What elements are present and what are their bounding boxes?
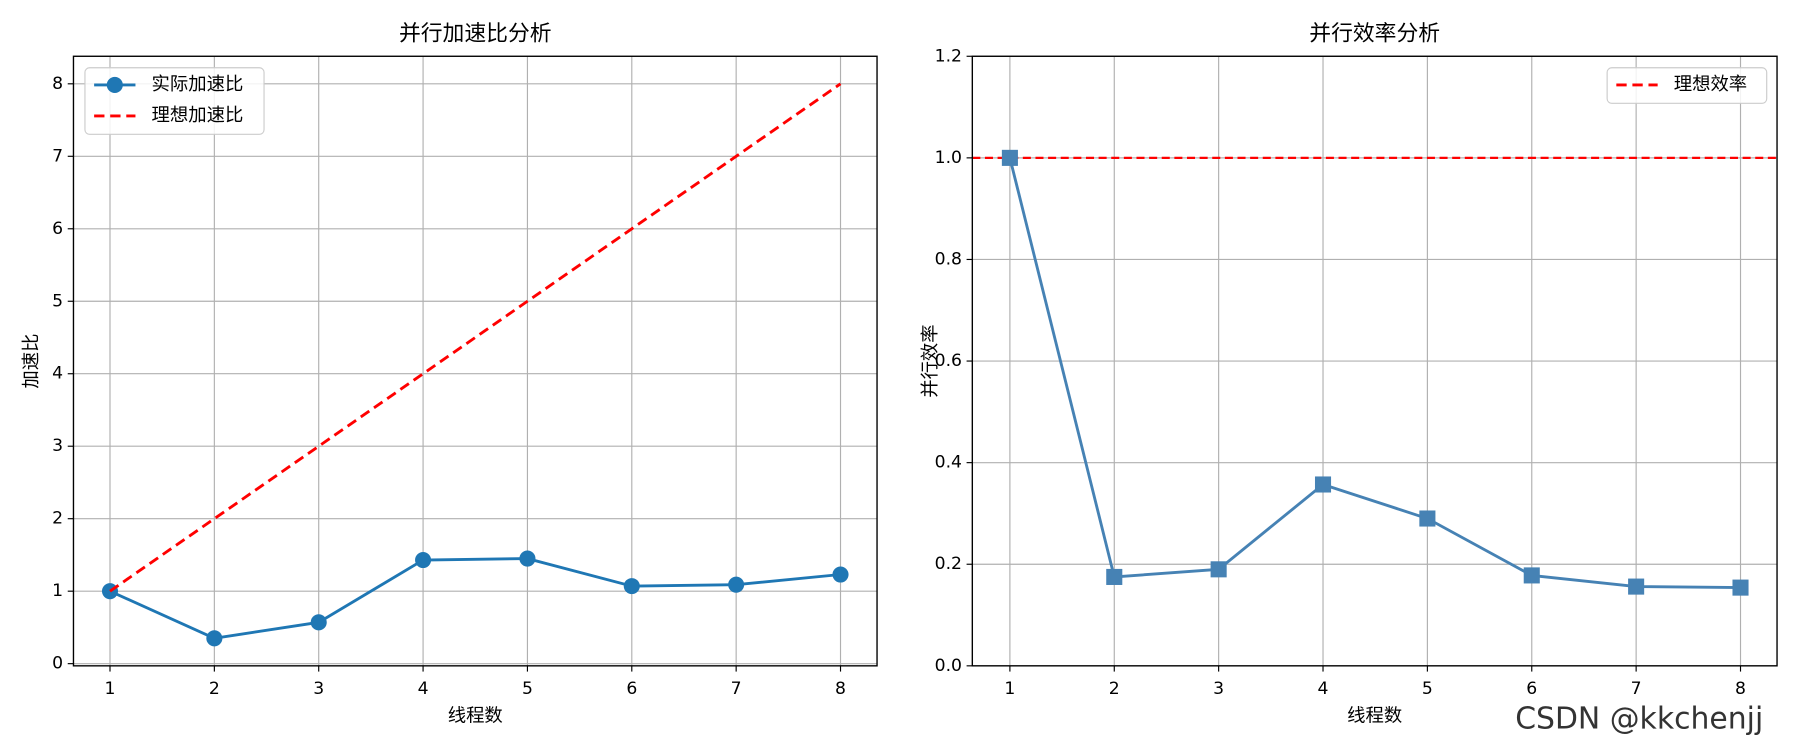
chart-title: 并行加速比分析 [399,21,552,46]
legend-label: 实际加速比 [152,74,244,95]
x-axis-label: 线程数 [448,705,503,726]
marker [1210,561,1227,578]
marker [832,566,849,583]
y-tick-label: 0.2 [935,554,962,574]
watermark: CSDN @kkchenjj [1515,701,1763,736]
y-tick-label: 1.0 [935,148,962,168]
y-axis-label: 加速比 [21,334,42,389]
x-tick-label: 7 [731,679,742,699]
x-tick-label: 8 [1735,679,1746,699]
marker [1001,149,1018,166]
x-tick-label: 1 [105,679,116,699]
x-tick-label: 1 [1004,679,1015,699]
y-tick-label: 2 [52,509,63,529]
x-tick-label: 4 [1318,679,1329,699]
y-tick-label: 1.2 [935,46,962,66]
chart-title: 并行效率分析 [1309,21,1440,46]
marker [1419,510,1436,527]
marker [415,551,432,569]
series-line [109,557,841,640]
x-tick-label: 5 [522,679,533,699]
y-tick-label: 0.6 [935,351,962,371]
x-tick-label: 6 [1526,679,1537,699]
y-tick-label: 8 [52,74,63,94]
x-tick-label: 6 [626,679,637,699]
marker [728,576,745,593]
y-tick-label: 0.4 [935,453,962,473]
y-tick-label: 3 [52,436,63,456]
legend-marker [106,76,123,94]
legend-label: 理想效率 [1674,74,1747,95]
y-tick-label: 7 [52,146,63,166]
x-tick-label: 2 [209,679,220,699]
x-tick-label: 2 [1109,679,1120,699]
marker [1732,579,1749,596]
x-tick-label: 5 [1422,679,1433,699]
marker [1523,567,1540,584]
y-tick-label: 1 [52,581,63,601]
x-tick-label: 3 [313,679,324,699]
marker [1628,578,1645,595]
y-tick-label: 6 [52,219,63,239]
axes-frame [72,55,878,667]
x-tick-label: 7 [1631,679,1642,699]
series-line [1008,157,1741,590]
series-line [109,82,842,593]
marker [1106,568,1123,585]
marker [623,578,640,595]
x-axis-label: 线程数 [1347,705,1402,726]
marker [1314,476,1332,493]
axes-frame [971,55,1778,667]
x-tick-label: 4 [418,679,429,699]
x-tick-label: 8 [835,679,846,699]
marker [310,614,327,631]
y-axis-label: 并行效率 [920,324,941,397]
y-tick-label: 4 [52,364,63,384]
y-tick-label: 0.0 [935,656,962,676]
y-tick-label: 5 [52,291,63,311]
marker [206,630,223,647]
x-tick-label: 3 [1213,679,1224,699]
legend-label: 理想加速比 [152,105,244,126]
legend-box [1606,67,1768,104]
marker [519,550,536,567]
y-tick-label: 0 [52,654,63,674]
y-tick-label: 0.8 [935,249,962,269]
